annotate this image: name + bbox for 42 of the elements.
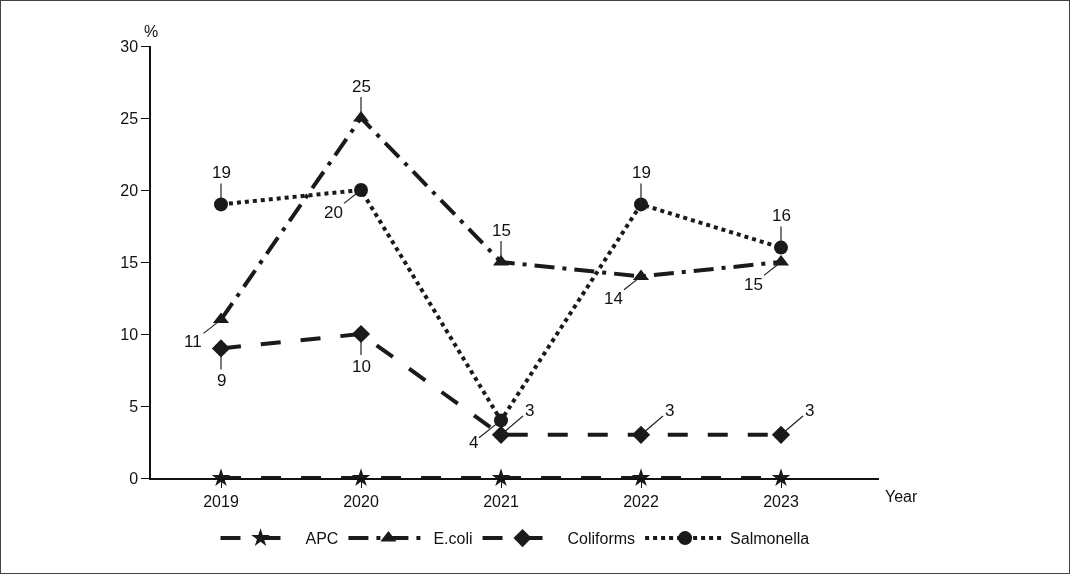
y-tick-label: 10 <box>120 325 139 343</box>
point <box>354 183 368 197</box>
point <box>351 324 371 344</box>
legend-label: E.coli <box>433 530 473 548</box>
y-tick-label: 30 <box>120 37 139 55</box>
x-tick-label: 2021 <box>483 492 519 510</box>
data-label: 14 <box>604 289 623 308</box>
data-label: 9 <box>217 371 227 390</box>
data-label: 19 <box>632 163 651 182</box>
legend-label: Coliforms <box>567 530 636 548</box>
x-tick-label: 2020 <box>343 492 379 510</box>
x-tick-label: 2019 <box>203 492 239 510</box>
point <box>491 425 511 444</box>
x-tick-label: 2022 <box>623 492 659 510</box>
point <box>494 413 508 428</box>
point <box>771 425 791 444</box>
point <box>634 197 648 212</box>
y-tick-label: 15 <box>120 253 139 271</box>
y-tick-label: 25 <box>120 109 139 127</box>
data-label: 11 <box>184 332 202 351</box>
y-tick-label: 5 <box>129 397 139 415</box>
point <box>214 197 228 212</box>
data-label: 16 <box>772 206 791 225</box>
legend-label: Salmonella <box>730 530 810 548</box>
data-label: 4 <box>469 433 479 452</box>
data-label: 25 <box>352 77 371 96</box>
data-label: 10 <box>352 357 371 376</box>
data-label: 20 <box>324 203 343 222</box>
y-tick-label: 0 <box>129 469 139 487</box>
data-label: 3 <box>525 401 535 420</box>
data-label: 3 <box>805 401 815 420</box>
data-label: 15 <box>492 221 511 240</box>
legend-label: APC <box>305 530 339 548</box>
x-tick-label: 2023 <box>763 492 799 510</box>
point <box>631 425 651 444</box>
y-axis-title: % <box>144 23 159 40</box>
data-label: 19 <box>212 163 231 182</box>
x-axis-title: Year <box>885 488 918 505</box>
data-label: 15 <box>744 275 763 294</box>
y-tick-label: 20 <box>120 181 139 199</box>
data-label: 3 <box>665 401 675 420</box>
point <box>774 240 788 255</box>
